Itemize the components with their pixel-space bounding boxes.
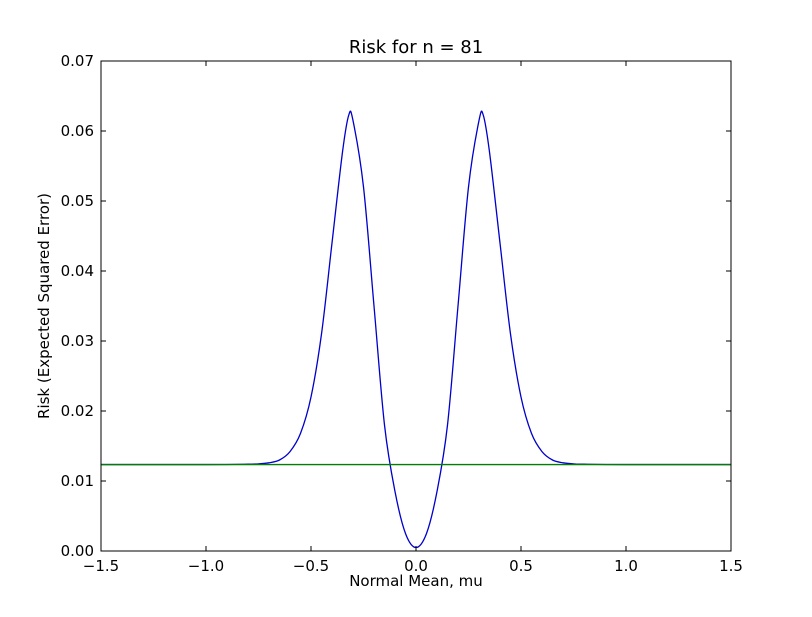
- x-tick-label: 1.0: [614, 557, 638, 575]
- ticks: −1.5 −1.0 −0.5 0.0 0.5 1.0 1.5 0.00 0.01 0.02 0.03…: [61, 52, 743, 575]
- x-tick-label: −1.0: [188, 557, 224, 575]
- plot-background: [101, 61, 731, 551]
- y-tick-label: 0.06: [61, 122, 94, 140]
- chart-title: Risk for n = 81: [349, 37, 483, 58]
- x-tick-label: −1.5: [83, 557, 119, 575]
- y-tick-label: 0.04: [61, 262, 94, 280]
- plot-frame: [100, 60, 732, 552]
- y-axis-label: Risk (Expected Squared Error): [35, 193, 53, 419]
- y-tick-label: 0.05: [61, 192, 94, 210]
- x-tick-label: 0.5: [509, 557, 533, 575]
- y-tick-label: 0.02: [61, 402, 94, 420]
- y-tick-label: 0.07: [61, 52, 94, 70]
- y-tick-label: 0.03: [61, 332, 94, 350]
- x-tick-label: 1.5: [719, 557, 743, 575]
- x-axis-label: Normal Mean, mu: [349, 572, 483, 590]
- x-tick-label: 0.0: [404, 557, 428, 575]
- y-tick-label: 0.01: [61, 472, 94, 490]
- y-tick-label: 0.00: [61, 542, 94, 560]
- x-tick-label: −0.5: [293, 557, 329, 575]
